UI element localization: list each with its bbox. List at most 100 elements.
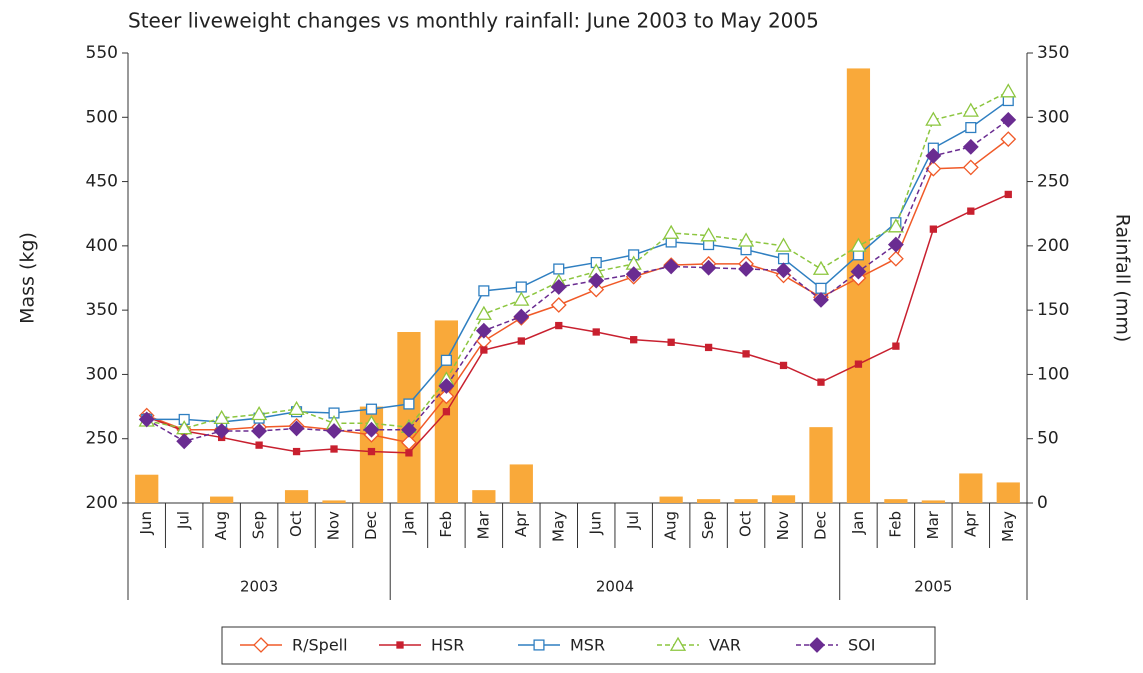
marker xyxy=(138,411,155,428)
x-tick-label: Jul xyxy=(624,511,642,530)
marker xyxy=(925,111,942,126)
marker xyxy=(475,322,492,339)
marker xyxy=(892,342,900,350)
y-tick-label: 350 xyxy=(86,300,118,320)
bar xyxy=(135,474,159,503)
marker xyxy=(667,338,675,346)
x-tick-label: Feb xyxy=(437,511,455,538)
y-tick-label: 450 xyxy=(86,172,118,192)
marker xyxy=(480,346,488,354)
marker xyxy=(367,447,376,456)
marker xyxy=(854,360,863,368)
bar xyxy=(210,496,234,503)
marker xyxy=(401,421,417,438)
marker xyxy=(513,308,530,325)
marker xyxy=(588,281,605,298)
y2-tick-label: 200 xyxy=(1037,236,1069,256)
marker xyxy=(255,441,263,449)
x-tick-label: Oct xyxy=(737,511,755,537)
chart-title: Steer liveweight changes vs monthly rain… xyxy=(128,9,819,33)
x-tick-label: Sep xyxy=(250,511,268,539)
y-tick-label: 500 xyxy=(86,107,118,127)
bar xyxy=(921,500,945,503)
bar xyxy=(322,500,346,503)
legend-label: SOI xyxy=(848,636,875,655)
marker xyxy=(817,378,825,386)
x-tick-label: Jan xyxy=(849,511,867,535)
y2-tick-label: 250 xyxy=(1037,172,1069,192)
line xyxy=(146,138,1009,444)
marker xyxy=(962,159,979,176)
bar xyxy=(509,464,533,503)
x-tick-label: Apr xyxy=(512,510,530,537)
x-tick-label: Jun xyxy=(137,511,155,535)
marker xyxy=(887,250,904,267)
marker xyxy=(925,147,942,164)
marker xyxy=(550,297,567,313)
legend-marker xyxy=(669,636,687,651)
legend-label: VAR xyxy=(709,636,741,655)
marker xyxy=(925,160,942,177)
y2-axis-label: Rainfall (mm) xyxy=(1112,214,1134,343)
x-tick-label: Dec xyxy=(362,511,380,540)
marker xyxy=(737,232,755,247)
marker xyxy=(176,433,193,450)
x-tick-label: Mar xyxy=(924,510,942,539)
x-tick-label: Nov xyxy=(774,511,792,540)
legend-marker xyxy=(809,637,825,653)
x-tick-label: Aug xyxy=(212,511,230,540)
marker xyxy=(967,207,975,215)
marker xyxy=(965,122,977,134)
x-tick-label: Feb xyxy=(886,511,904,538)
marker xyxy=(962,138,979,155)
y-tick-label: 400 xyxy=(86,236,118,256)
y2-tick-label: 100 xyxy=(1037,364,1069,384)
x-group-label: 2005 xyxy=(914,578,952,596)
marker xyxy=(738,261,754,277)
marker xyxy=(1000,111,1017,128)
marker xyxy=(330,445,338,453)
marker xyxy=(663,224,680,239)
marker xyxy=(815,282,827,294)
marker xyxy=(517,337,525,345)
y-tick-label: 200 xyxy=(86,493,118,513)
legend-marker xyxy=(396,641,404,649)
marker xyxy=(288,420,305,437)
x-tick-label: Jun xyxy=(587,511,605,535)
line xyxy=(146,90,1009,430)
y2-tick-label: 150 xyxy=(1037,300,1069,320)
marker xyxy=(1000,83,1017,98)
y-tick-label: 550 xyxy=(86,43,118,63)
marker xyxy=(555,321,563,330)
x-tick-label: Apr xyxy=(961,510,979,537)
marker xyxy=(250,405,268,421)
bar xyxy=(771,495,796,503)
marker xyxy=(850,237,867,252)
x-tick-label: May xyxy=(549,511,567,542)
marker xyxy=(700,259,717,276)
legend-label: HSR xyxy=(431,636,464,655)
y2-tick-label: 350 xyxy=(1037,43,1069,63)
x-tick-label: Sep xyxy=(699,511,717,539)
line xyxy=(146,99,1009,423)
marker xyxy=(438,388,455,405)
marker xyxy=(478,285,490,297)
marker xyxy=(251,423,268,439)
bar xyxy=(659,496,683,503)
y-axis-label: Mass (kg) xyxy=(17,232,39,324)
x-tick-label: Jul xyxy=(175,511,193,530)
marker xyxy=(630,336,638,344)
marker xyxy=(475,305,492,320)
bar xyxy=(959,473,983,503)
marker xyxy=(288,400,305,416)
bar xyxy=(809,427,833,503)
marker xyxy=(213,423,230,439)
marker xyxy=(775,262,792,279)
bar xyxy=(696,499,721,503)
x-group-label: 2004 xyxy=(596,578,634,596)
marker xyxy=(326,423,342,439)
marker xyxy=(1000,131,1017,148)
marker xyxy=(588,272,605,289)
marker xyxy=(813,291,829,308)
line xyxy=(146,119,1009,443)
